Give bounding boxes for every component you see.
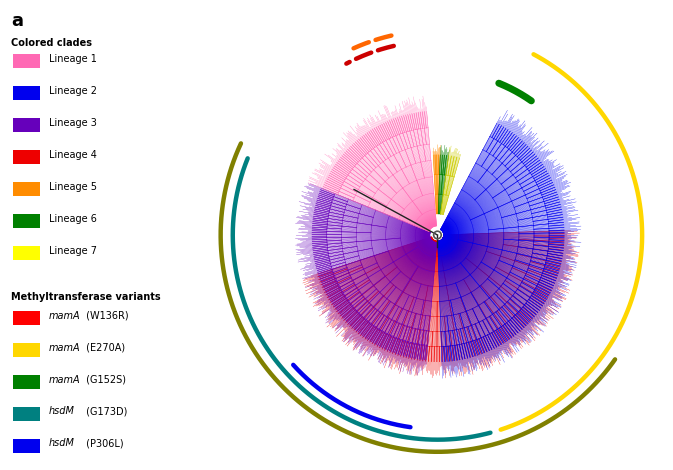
FancyBboxPatch shape (13, 86, 40, 100)
Text: hsdM: hsdM (49, 407, 75, 416)
Text: Lineage 5: Lineage 5 (49, 182, 97, 192)
Text: a: a (11, 12, 23, 30)
Text: Lineage 4: Lineage 4 (49, 150, 97, 160)
Text: (W136R): (W136R) (83, 311, 129, 321)
FancyBboxPatch shape (13, 150, 40, 164)
Text: Lineage 3: Lineage 3 (49, 118, 97, 128)
Text: (G173D): (G173D) (83, 407, 127, 416)
FancyBboxPatch shape (13, 118, 40, 132)
Text: (G152S): (G152S) (83, 375, 126, 384)
Text: Lineage 7: Lineage 7 (49, 246, 97, 256)
FancyBboxPatch shape (13, 214, 40, 228)
Text: mamA: mamA (49, 343, 81, 352)
Text: (P306L): (P306L) (83, 439, 123, 448)
FancyBboxPatch shape (13, 343, 40, 357)
Text: mamA: mamA (49, 311, 81, 321)
Text: Lineage 1: Lineage 1 (49, 54, 97, 64)
FancyBboxPatch shape (13, 311, 40, 325)
Text: hsdM: hsdM (49, 439, 75, 448)
FancyBboxPatch shape (13, 439, 40, 453)
Text: Methyltransferase variants: Methyltransferase variants (11, 292, 161, 302)
FancyBboxPatch shape (13, 246, 40, 260)
Text: (E270A): (E270A) (83, 343, 125, 352)
Text: Lineage 2: Lineage 2 (49, 86, 97, 96)
Text: Lineage 6: Lineage 6 (49, 214, 97, 224)
FancyBboxPatch shape (13, 407, 40, 421)
FancyBboxPatch shape (13, 375, 40, 389)
FancyBboxPatch shape (13, 54, 40, 68)
Text: Colored clades: Colored clades (11, 38, 92, 47)
FancyBboxPatch shape (13, 182, 40, 196)
Text: mamA: mamA (49, 375, 81, 384)
